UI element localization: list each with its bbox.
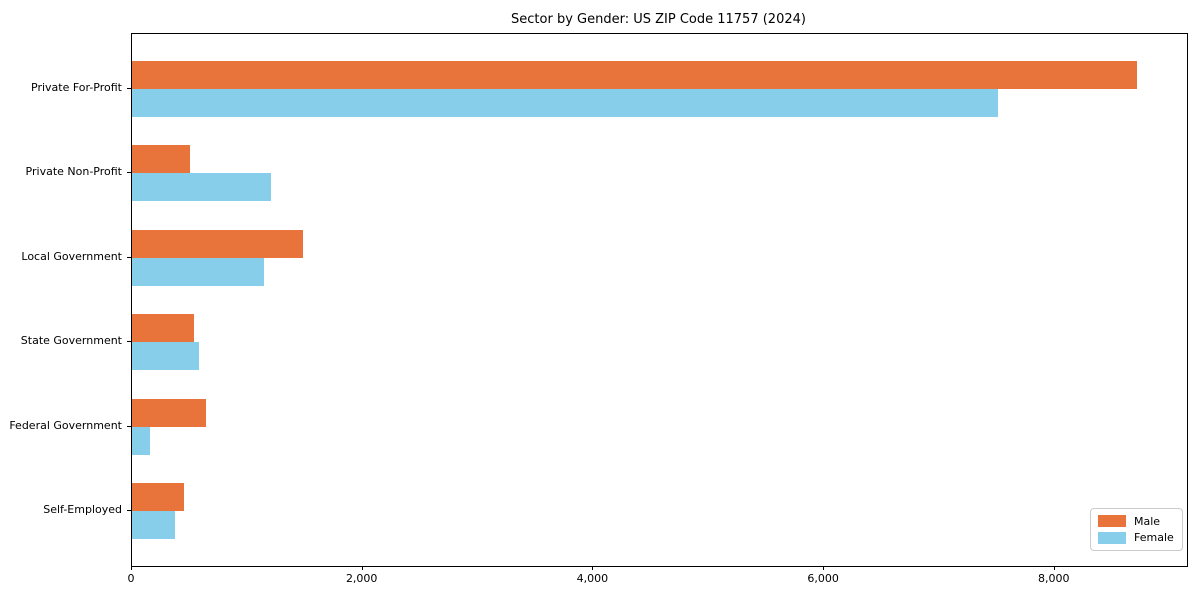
x-tick-label-2000: 2,000 [345, 572, 378, 585]
bar-female-federal-government [132, 426, 151, 455]
x-tick-label-8000: 8,000 [1038, 572, 1070, 585]
y-tick-mark [127, 510, 131, 512]
chart-title: Sector by Gender: US ZIP Code 11757 (202… [511, 12, 806, 27]
bar-female-state-government [132, 342, 199, 371]
y-tick-mark [127, 87, 131, 89]
x-tick-mark [361, 566, 363, 570]
y-tick-mark [127, 341, 131, 343]
female-legend-swatch [1098, 531, 1126, 544]
legend-label-male: Male [1134, 514, 1161, 528]
x-tick-mark [823, 566, 825, 570]
bar-male-state-government [132, 314, 195, 343]
bar-male-federal-government [132, 398, 206, 427]
y-tick-label-federal-government: Federal Government [9, 418, 122, 432]
bar-male-self-employed [132, 483, 184, 512]
y-tick-label-private-for-profit: Private For-Profit [31, 80, 122, 94]
bar-female-private-for-profit [132, 88, 999, 117]
x-tick-label-6000: 6,000 [807, 572, 839, 585]
x-tick-label-0: 0 [127, 572, 135, 585]
x-tick-mark [131, 566, 132, 570]
y-tick-label-local-government: Local Government [21, 249, 122, 263]
legend-item-female: Female [1098, 531, 1175, 544]
x-tick-label-4000: 4,000 [576, 572, 609, 585]
bar-male-local-government [132, 229, 303, 258]
legend-item-male: Male [1098, 515, 1175, 528]
bar-female-private-non-profit [132, 173, 271, 202]
y-tick-label-state-government: State Government [20, 334, 122, 348]
x-tick-mark [592, 566, 594, 570]
bar-female-local-government [132, 257, 264, 286]
plot-area [131, 33, 1188, 567]
male-legend-swatch [1098, 515, 1126, 528]
y-tick-mark [127, 256, 131, 258]
legend-label-female: Female [1134, 531, 1174, 545]
y-tick-label-private-non-profit: Private Non-Profit [25, 165, 122, 179]
bar-male-private-for-profit [132, 61, 1137, 89]
x-tick-mark [1053, 566, 1055, 570]
y-tick-label-self-employed: Self-Employed [43, 503, 122, 517]
y-tick-mark [127, 425, 131, 427]
bar-male-private-non-profit [132, 145, 191, 174]
y-tick-mark [127, 172, 131, 174]
bar-female-self-employed [132, 511, 175, 539]
legend: Male Female [1090, 508, 1183, 551]
